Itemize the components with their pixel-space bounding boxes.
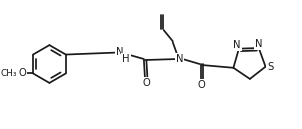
Text: N: N <box>116 47 124 57</box>
Text: O: O <box>142 78 150 88</box>
Text: N: N <box>233 40 241 50</box>
Text: H: H <box>122 54 130 64</box>
Text: N: N <box>255 39 262 49</box>
Text: CH₃: CH₃ <box>1 69 18 78</box>
Text: O: O <box>198 80 205 90</box>
Text: S: S <box>267 62 274 72</box>
Text: O: O <box>18 68 26 78</box>
Text: N: N <box>176 54 183 64</box>
